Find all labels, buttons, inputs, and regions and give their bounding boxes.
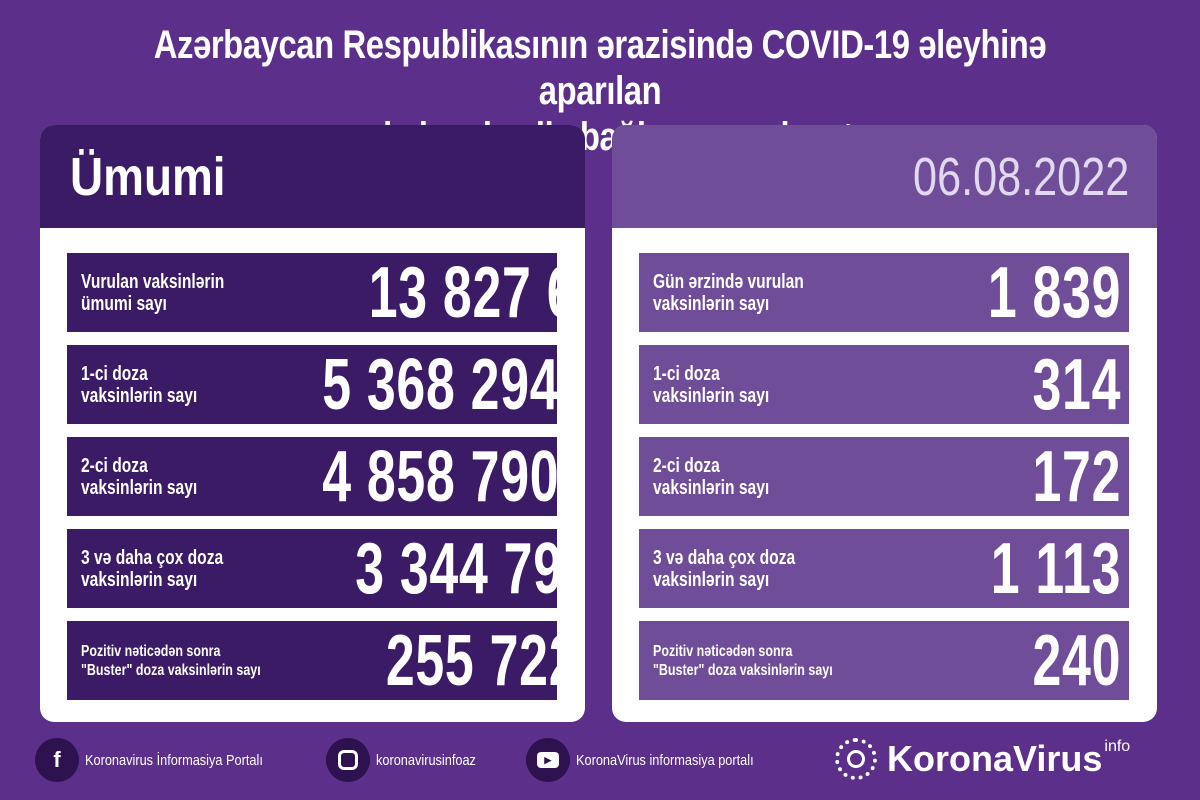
stat-row: Gün ərzində vurulan vaksinlərin sayı 1 839 — [639, 253, 1129, 333]
youtube-link[interactable]: ▶ KoronaVirus informasiya portalı — [525, 738, 785, 782]
virus-logo-icon — [835, 738, 877, 780]
stat-row: 2-ci doza vaksinlərin sayı 172 — [639, 437, 1129, 517]
stat-row: 1-ci doza vaksinlərin sayı 5 368 294 — [67, 345, 559, 425]
instagram-link[interactable]: koronavirusinfoaz — [326, 738, 494, 782]
footer: f Koronavirus İnformasiya Portalı koronav… — [35, 735, 807, 785]
total-header: Ümumi — [40, 125, 585, 228]
facebook-link[interactable]: f Koronavirus İnformasiya Portalı — [35, 738, 294, 782]
instagram-icon — [326, 738, 371, 782]
stat-row: Pozitiv nəticədən sonra "Buster" doza vak… — [67, 621, 578, 701]
stat-row: 1-ci doza vaksinlərin sayı 314 — [639, 345, 1129, 425]
date-header: 06.08.2022 — [612, 125, 1157, 228]
stat-row: 3 və daha çox doza vaksinlərin sayı 3 344 … — [67, 529, 585, 609]
stat-row: 3 və daha çox doza vaksinlərin sayı 1 113 — [639, 529, 1129, 609]
youtube-icon: ▶ — [525, 738, 570, 782]
koronavirus-logo: KoronaVirus info — [835, 738, 1130, 780]
stat-row: 2-ci doza vaksinlərin sayı 4 858 790 — [67, 437, 559, 517]
stat-row: Pozitiv nəticədən sonra "Buster" doza vak… — [639, 621, 1129, 701]
daily-panel: 06.08.2022 Gün ərzində vurulan vaksinləri… — [612, 125, 1157, 722]
facebook-icon: f — [35, 738, 79, 782]
total-panel: Ümumi Vurulan vaksinlərin ümumi sayı 13 82… — [40, 125, 585, 722]
